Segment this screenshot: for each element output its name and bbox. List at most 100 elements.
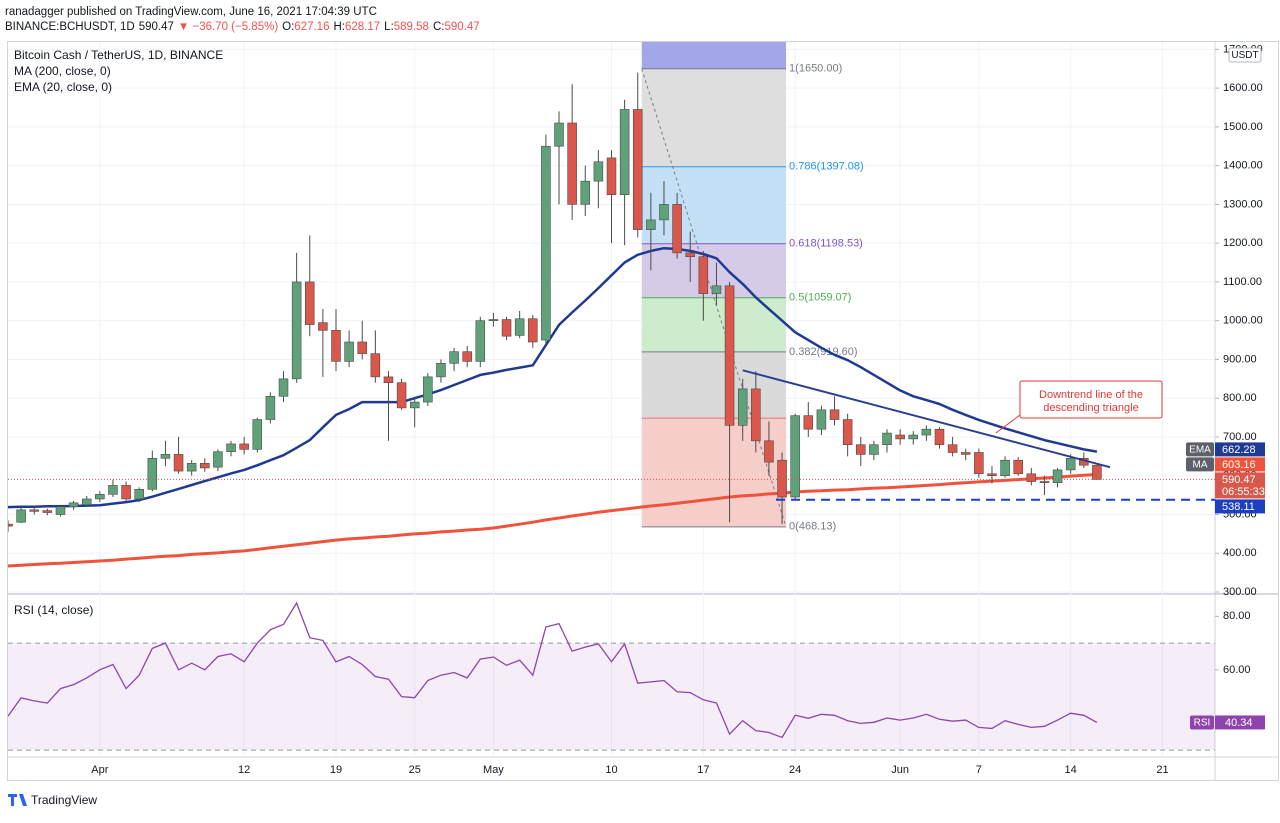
x-tick-label: 25 xyxy=(409,764,421,776)
fib-band xyxy=(641,418,787,527)
candle-body xyxy=(1013,459,1023,475)
ohlc-key: H: xyxy=(333,21,345,33)
fib-label: 0.382(919.60) xyxy=(789,346,858,358)
candle-body xyxy=(344,341,354,362)
badge-tag-text: EMA xyxy=(1189,445,1211,456)
candle-body xyxy=(68,502,79,508)
y-tick-label: 1600.00 xyxy=(1223,82,1263,94)
candle-body xyxy=(501,319,512,337)
candle-body xyxy=(318,322,328,331)
candle-body xyxy=(554,122,564,147)
fib-band xyxy=(641,68,787,167)
fib-label: 1(1650.00) xyxy=(789,63,842,75)
overlay: Apr 12 19 25 May 10 17 24 Jun 7 14 21300.00400.0050… xyxy=(14,43,1265,776)
price-badge xyxy=(1215,457,1265,472)
candle-body xyxy=(81,498,92,506)
y-tick-label: 900.00 xyxy=(1223,353,1257,365)
y-tick-label: 80.00 xyxy=(1223,610,1251,622)
candle-body xyxy=(816,409,827,430)
candle-body xyxy=(462,351,472,362)
x-tick-label: Apr xyxy=(91,764,108,776)
price-badge xyxy=(1215,499,1265,514)
candle-body xyxy=(856,444,866,455)
rsi-badge xyxy=(1215,715,1265,730)
candle-body xyxy=(514,318,525,336)
candle-body xyxy=(934,428,945,446)
y-tick-label: 1500.00 xyxy=(1223,121,1263,133)
y-tick-label: 1400.00 xyxy=(1223,160,1263,172)
candle-body xyxy=(777,459,787,498)
candle-body xyxy=(291,281,302,380)
candle-body xyxy=(960,452,971,455)
fib-trend xyxy=(641,68,787,527)
candle-body xyxy=(619,109,630,196)
annotation-box xyxy=(1019,380,1163,419)
candle-body xyxy=(383,376,394,383)
candle-body xyxy=(829,409,840,420)
last-price-badge xyxy=(1215,472,1265,499)
candle-body xyxy=(659,204,669,221)
ohlc-key: C: xyxy=(433,21,445,33)
candle-body xyxy=(134,488,144,500)
y-tick-label: 1000.00 xyxy=(1223,315,1263,327)
price-badge-text: 603.16 xyxy=(1222,459,1256,471)
candle-body xyxy=(751,388,761,442)
fib-band xyxy=(641,351,787,419)
candle-body xyxy=(213,451,223,468)
ohlc-key: O: xyxy=(282,21,294,33)
candle-body xyxy=(55,506,66,515)
candle-body xyxy=(331,330,341,362)
candle-body xyxy=(685,252,695,258)
ohlc-value: 627.16 xyxy=(294,21,329,33)
candle-body xyxy=(121,485,131,500)
badge-tag xyxy=(1186,457,1214,472)
candle-body xyxy=(42,510,53,513)
symbol-line: BINANCE:BCHUSDT, 1D 590.47 ▼ −36.70 (−5.85… xyxy=(5,21,480,33)
frame xyxy=(7,41,1279,781)
candle-body xyxy=(278,378,289,397)
annotation-text: Downtrend line of the xyxy=(1039,389,1143,401)
x-tick-label: Jun xyxy=(891,764,909,776)
annotation-text: descending triangle xyxy=(1043,402,1138,414)
rsi-band xyxy=(8,643,1215,751)
candle-body xyxy=(869,444,879,455)
price-pane: 1(1650.00) 0.786(1397.08) 0.618(1198.53) 0.… xyxy=(8,42,1215,568)
fib-band xyxy=(641,297,787,352)
candle-body xyxy=(974,452,984,475)
symbol: BINANCE:BCHUSDT, 1D xyxy=(5,21,135,33)
x-tick-label: May xyxy=(483,764,504,776)
y-tick-label: 1200.00 xyxy=(1223,237,1263,249)
candle-body xyxy=(200,463,210,469)
x-tick-label: 24 xyxy=(789,764,801,776)
candle-body xyxy=(186,463,197,472)
candle-body xyxy=(580,180,591,205)
x-tick-label: 21 xyxy=(1156,764,1168,776)
ma-line xyxy=(8,473,1097,568)
candle-body xyxy=(29,509,39,512)
candle-body xyxy=(1039,481,1050,483)
rsi-pane xyxy=(8,601,1215,751)
x-tick-label: 10 xyxy=(605,764,617,776)
currency-badge xyxy=(1228,47,1262,63)
candle-body xyxy=(108,485,118,495)
candle-body xyxy=(488,319,499,321)
candle-body xyxy=(593,161,604,182)
x-tick-label: 7 xyxy=(976,764,982,776)
fib-label: 0(468.13) xyxy=(789,521,836,533)
candle-body xyxy=(1026,473,1037,482)
candle-body xyxy=(1092,464,1102,480)
x-tick-label: 17 xyxy=(697,764,709,776)
candle-body xyxy=(528,318,538,343)
candle-body xyxy=(1052,469,1063,483)
annotation-pointer xyxy=(995,411,1025,434)
candle-body xyxy=(632,109,643,230)
logo-icon xyxy=(8,794,27,806)
footer-text: TradingView xyxy=(31,793,97,807)
y-tick-label: 800.00 xyxy=(1223,392,1257,404)
fib-top-band xyxy=(641,42,787,69)
change: ▼ −36.70 (−5.85%) xyxy=(178,21,278,33)
candle-body xyxy=(606,157,617,196)
candle-body xyxy=(370,353,381,378)
candle-body xyxy=(226,443,236,452)
